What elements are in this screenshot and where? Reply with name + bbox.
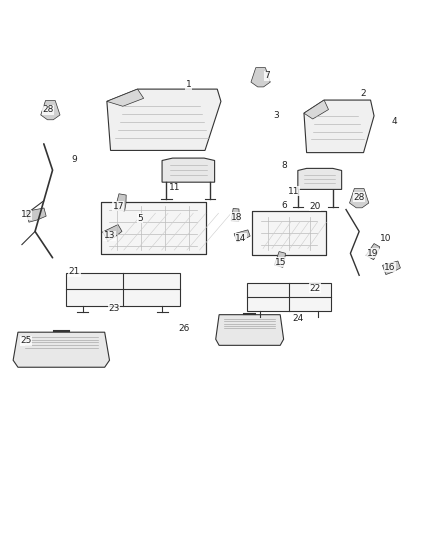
Polygon shape bbox=[162, 158, 215, 182]
Polygon shape bbox=[298, 168, 342, 189]
Polygon shape bbox=[304, 100, 374, 152]
Text: 18: 18 bbox=[231, 213, 242, 222]
Text: 13: 13 bbox=[104, 231, 115, 240]
Text: 17: 17 bbox=[113, 201, 124, 211]
FancyBboxPatch shape bbox=[247, 283, 331, 311]
Polygon shape bbox=[274, 252, 286, 268]
Polygon shape bbox=[231, 208, 239, 222]
Polygon shape bbox=[102, 224, 122, 241]
Text: 11: 11 bbox=[288, 187, 299, 196]
Polygon shape bbox=[234, 230, 250, 242]
Text: 20: 20 bbox=[310, 201, 321, 211]
FancyBboxPatch shape bbox=[66, 273, 180, 306]
Polygon shape bbox=[366, 244, 380, 260]
Text: 15: 15 bbox=[275, 257, 286, 266]
Text: 24: 24 bbox=[292, 314, 304, 322]
Text: 1: 1 bbox=[185, 80, 191, 89]
Text: 5: 5 bbox=[137, 214, 143, 223]
Text: 16: 16 bbox=[384, 263, 396, 272]
Text: 6: 6 bbox=[282, 201, 288, 209]
Text: 19: 19 bbox=[367, 249, 378, 258]
Text: 23: 23 bbox=[108, 304, 120, 313]
Polygon shape bbox=[304, 100, 328, 119]
Text: 26: 26 bbox=[178, 324, 190, 333]
Text: 14: 14 bbox=[235, 233, 247, 243]
Text: 21: 21 bbox=[69, 267, 80, 276]
Text: 3: 3 bbox=[273, 111, 279, 120]
Polygon shape bbox=[115, 194, 126, 211]
Text: 9: 9 bbox=[71, 155, 78, 164]
Text: 25: 25 bbox=[21, 336, 32, 345]
Text: 28: 28 bbox=[353, 193, 365, 202]
Text: 2: 2 bbox=[361, 89, 366, 98]
Text: 12: 12 bbox=[21, 211, 32, 219]
Polygon shape bbox=[107, 89, 221, 150]
Polygon shape bbox=[107, 89, 144, 106]
Text: 8: 8 bbox=[282, 161, 288, 170]
Text: 22: 22 bbox=[310, 284, 321, 293]
Polygon shape bbox=[41, 101, 60, 120]
Polygon shape bbox=[13, 332, 110, 367]
Text: 11: 11 bbox=[170, 183, 181, 192]
Text: 4: 4 bbox=[392, 117, 397, 126]
Polygon shape bbox=[350, 189, 369, 208]
Text: 28: 28 bbox=[42, 105, 54, 114]
Polygon shape bbox=[382, 261, 400, 274]
Polygon shape bbox=[26, 208, 46, 222]
Text: 7: 7 bbox=[264, 71, 270, 80]
Polygon shape bbox=[215, 314, 283, 345]
Polygon shape bbox=[252, 211, 326, 255]
Polygon shape bbox=[251, 68, 270, 87]
Polygon shape bbox=[101, 201, 206, 254]
Text: 10: 10 bbox=[380, 233, 391, 243]
